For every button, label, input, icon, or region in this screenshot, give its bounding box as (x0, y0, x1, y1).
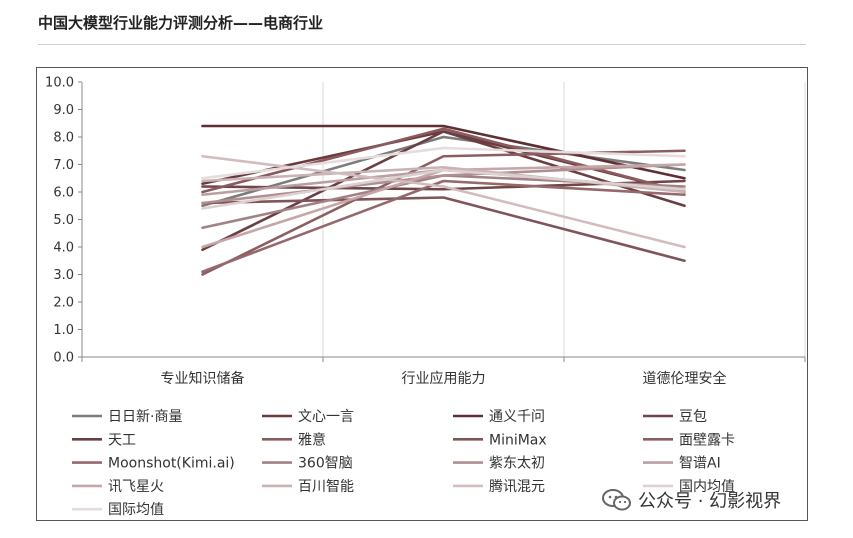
series-line (201, 163, 686, 205)
series-line (201, 154, 686, 249)
watermark-text: 公众号 · 幻影视界 (638, 491, 782, 512)
y-tick-label: 2.0 (53, 296, 74, 311)
x-tick-label: 道德伦理安全 (643, 370, 727, 387)
legend-label: 紫东太初 (489, 455, 545, 472)
legend-label: 文心一言 (298, 409, 354, 425)
legend-label: 雅意 (298, 431, 326, 448)
legend-label: 讯飞星火 (108, 479, 164, 495)
series-line (201, 127, 686, 194)
legend-label: 面壁露卡 (679, 432, 735, 448)
y-tick-label: 6.0 (53, 186, 74, 201)
legend-label: Moonshot(Kimi.ai) (108, 456, 235, 472)
y-tick-label: 3.0 (53, 268, 74, 283)
legend-label: 智谱AI (679, 456, 721, 472)
wechat-icon (602, 489, 632, 511)
y-tick-label: 8.0 (53, 131, 74, 146)
watermark: 公众号 · 幻影视界 (602, 487, 781, 513)
y-tick-label: 5.0 (53, 213, 74, 228)
legend-label: 国际均值 (108, 502, 164, 518)
legend-label: 国内均值 (679, 479, 735, 495)
legend-label: MiniMax (489, 432, 547, 448)
series-line (201, 168, 686, 210)
series-line (201, 146, 686, 180)
legend-label: 天工 (108, 432, 136, 448)
title-divider (38, 44, 806, 45)
legend-label: 腾讯混元 (489, 478, 545, 495)
x-tick-label: 行业应用能力 (402, 370, 486, 387)
y-tick-label: 0.0 (53, 351, 74, 366)
y-tick-label: 1.0 (53, 323, 74, 338)
legend-label: 百川智能 (298, 479, 354, 495)
chart-frame (36, 67, 808, 521)
page-title: 中国大模型行业能力评测分析——电商行业 (38, 14, 324, 32)
series-line (201, 196, 686, 263)
legend-label: 豆包 (679, 409, 707, 425)
y-tick-label: 10.0 (45, 76, 74, 91)
legend-label: 360智脑 (298, 456, 353, 472)
series-line (201, 124, 686, 180)
y-tick-label: 9.0 (53, 103, 74, 118)
x-tick-label: 专业知识储备 (161, 370, 245, 387)
legend-label: 日日新·商量 (108, 409, 182, 425)
y-tick-label: 7.0 (53, 158, 74, 173)
y-tick-label: 4.0 (53, 241, 74, 256)
series-line (201, 179, 686, 274)
legend-label: 通义千问 (489, 409, 545, 425)
series-line (201, 135, 686, 208)
